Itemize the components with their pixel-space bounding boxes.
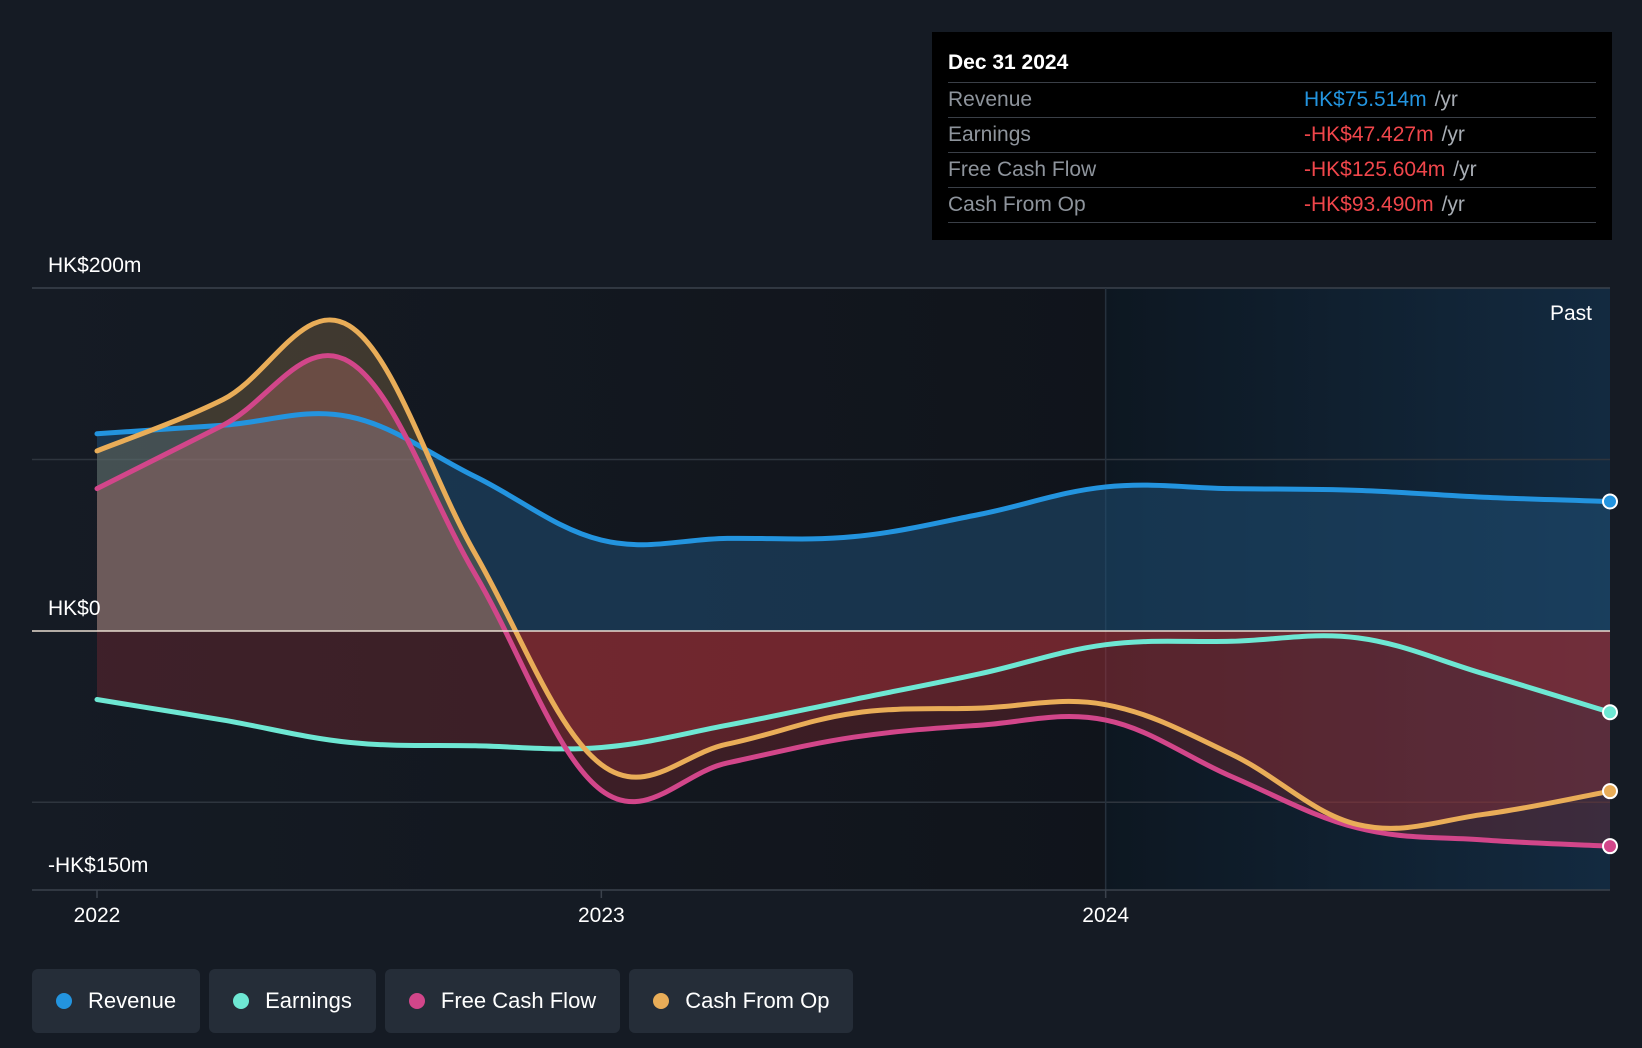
y-tick-label: HK$0 [48,597,101,620]
end-point-revenue[interactable] [1602,493,1618,510]
x-tick-label: 2024 [1082,904,1129,927]
tooltip-value: -HK$93.490m [1304,193,1434,216]
tooltip-unit: /yr [1441,193,1465,216]
area-negative-cash-from-op [97,631,1610,829]
tooltip-label: Free Cash Flow [948,158,1097,181]
legend-item-free-cash-flow[interactable]: Free Cash Flow [384,969,621,1033]
tooltip: Dec 31 2024 Revenue HK$75.514m /yr Earni… [932,32,1612,240]
end-point-earnings[interactable] [1602,704,1618,721]
past-label: Past [1550,302,1592,325]
legend-item-earnings[interactable]: Earnings [209,969,376,1033]
legend-dot-icon [233,993,250,1009]
tooltip-row-revenue: Revenue HK$75.514m /yr [948,83,1596,118]
tooltip-unit: /yr [1441,123,1465,146]
x-tick-label: 2023 [578,904,625,927]
tooltip-unit: /yr [1434,88,1458,111]
tooltip-row-free-cash-flow: Free Cash Flow -HK$125.604m /yr [948,153,1596,188]
area-positive-free-cash-flow [97,355,1610,631]
area-negative-earnings [97,631,1610,749]
tooltip-label: Earnings [948,123,1031,146]
legend-label: Revenue [88,988,177,1013]
tooltip-unit: /yr [1453,158,1477,181]
legend-label: Cash From Op [685,988,830,1013]
y-tick-label: -HK$150m [48,854,148,877]
chart: HK$200m HK$0 -HK$150m 2022 2023 2024 Past [32,254,1618,927]
legend-item-cash-from-op[interactable]: Cash From Op [629,969,854,1033]
end-point-cash-from-op[interactable] [1602,783,1618,800]
legend-label: Free Cash Flow [440,988,597,1013]
area-earnings [97,631,1610,749]
legend-label: Earnings [265,988,352,1013]
area-positive-cash-from-op [97,319,1610,631]
tooltip-label: Cash From Op [948,193,1086,216]
tooltip-value: -HK$125.604m [1304,158,1446,181]
area-free-cash-flow [97,355,1610,847]
legend-dot-icon [408,993,425,1009]
tooltip-value: -HK$47.427m [1304,123,1434,146]
legend: Revenue Earnings Free Cash Flow Cash Fro… [32,969,854,1033]
tooltip-row-cash-from-op: Cash From Op -HK$93.490m /yr [948,188,1596,223]
legend-dot-icon [56,993,72,1009]
tooltip-date: Dec 31 2024 [948,46,1596,83]
tooltip-value: HK$75.514m [1304,88,1427,111]
end-point-free-cash-flow[interactable] [1602,838,1618,855]
line-cash-from-op [94,317,1610,831]
line-earnings [94,633,1610,752]
line-free-cash-flow [94,353,1610,849]
line-revenue [94,411,1610,548]
x-tick-label: 2022 [74,904,121,927]
y-tick-label: HK$200m [48,254,141,277]
legend-dot-icon [653,993,670,1009]
tooltip-label: Revenue [948,88,1033,111]
legend-item-revenue[interactable]: Revenue [32,969,201,1033]
area-negative-free-cash-flow [97,631,1610,847]
tooltip-row-earnings: Earnings -HK$47.427m /yr [948,118,1596,153]
area-cash-from-op [97,319,1610,829]
